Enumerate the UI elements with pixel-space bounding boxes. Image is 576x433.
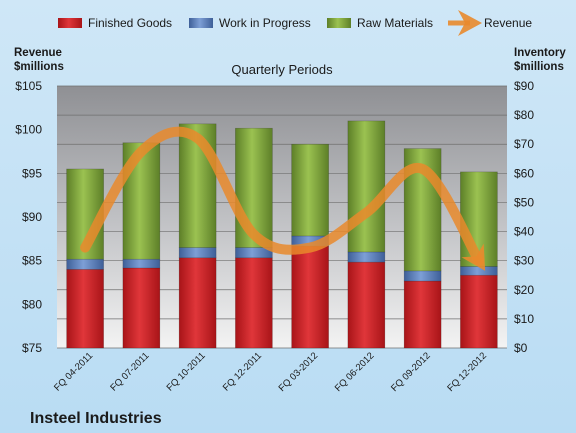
x-tick-label: FQ 09-2012 [389,350,433,394]
right-tick-label: $90 [514,79,534,93]
left-tick-label: $95 [22,166,42,180]
right-tick-label: $10 [514,312,534,326]
right-tick-label: $60 [514,166,534,180]
bar-finished-goods [235,257,273,349]
bar-work-in-progress [403,270,442,282]
legend-swatch-finished-goods [58,18,82,28]
left-axis-title-line1: Revenue [14,47,62,59]
bar-finished-goods [403,280,442,349]
bar-finished-goods [460,274,498,349]
left-tick-label: $100 [15,123,42,137]
bar-raw-materials [291,143,329,237]
right-tick-label: $20 [514,283,534,297]
x-tick-label: FQ 03-2012 [277,350,321,394]
right-axis-ticks: $0 $10 $20 $30 $40 $50 $60 $70 $80 $90 [514,79,534,355]
bar-finished-goods [66,269,104,349]
bar-finished-goods [178,257,217,349]
left-tick-label: $90 [22,210,42,224]
right-tick-label: $30 [514,254,534,268]
right-axis-title-line2: $millions [514,61,564,73]
left-tick-label: $105 [15,79,42,93]
legend-label-revenue: Revenue [484,16,532,30]
legend-label-raw-materials: Raw Materials [357,16,433,30]
x-tick-label: FQ 12-2012 [445,350,489,394]
company-name: Insteel Industries [30,410,162,427]
right-tick-label: $70 [514,137,534,151]
right-axis-title-line1: Inventory [514,47,566,59]
left-tick-label: $80 [22,297,42,311]
bar-finished-goods [291,245,329,349]
bar-work-in-progress [178,247,217,259]
bar-raw-materials [347,120,386,253]
bar-finished-goods [122,267,161,349]
legend: Finished Goods Work in Progress Raw Mate… [58,10,532,36]
x-axis-ticks: FQ 04-2011 FQ 07-2011 FQ 10-2011 FQ 12-2011… [52,350,489,394]
right-tick-label: $40 [514,225,534,239]
x-tick-label: FQ 06-2012 [333,350,377,394]
left-tick-label: $75 [22,341,42,355]
left-tick-label: $85 [22,254,42,268]
x-tick-label: FQ 07-2011 [108,350,151,393]
right-tick-label: $0 [514,341,528,355]
legend-label-work-in-progress: Work in Progress [219,16,311,30]
legend-swatch-raw-materials [327,18,351,28]
bar-work-in-progress [66,258,104,270]
chart-subtitle: Quarterly Periods [231,62,333,77]
x-tick-label: FQ 10-2011 [165,350,208,393]
legend-label-finished-goods: Finished Goods [88,16,172,30]
bar-work-in-progress [347,251,386,263]
left-axis-title-line2: $millions [14,61,64,73]
revenue-line [80,126,486,271]
bar-work-in-progress [122,258,161,269]
bar-work-in-progress [235,247,273,259]
bar-finished-goods [347,261,386,349]
right-tick-label: $50 [514,195,534,209]
x-tick-label: FQ 04-2011 [52,350,95,393]
left-axis-ticks: $75 $80 $85 $90 $95 $100 $105 [15,79,42,355]
right-tick-label: $80 [514,108,534,122]
x-tick-label: FQ 12-2011 [221,350,264,393]
legend-swatch-work-in-progress [189,18,213,28]
bar-work-in-progress [460,266,498,276]
